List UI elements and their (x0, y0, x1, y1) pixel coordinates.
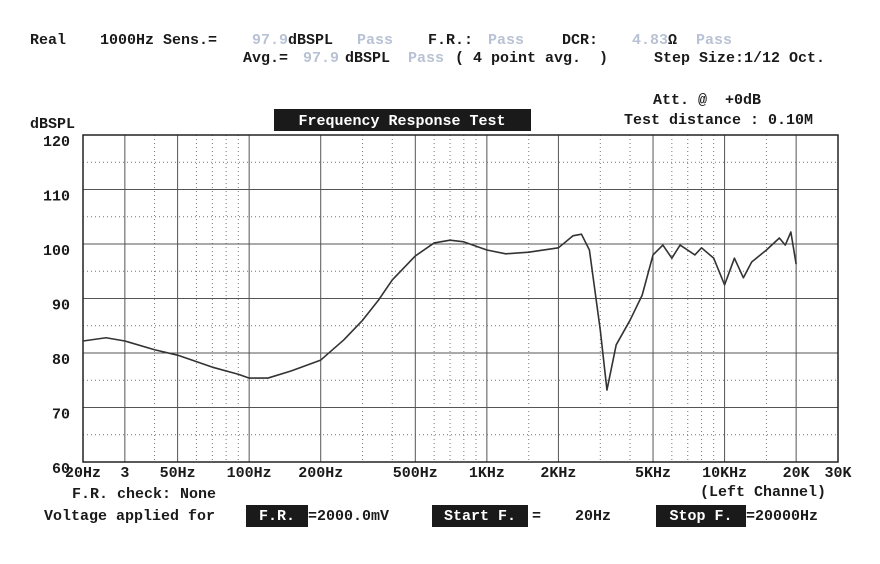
x-tick-label: 2KHz (540, 465, 576, 482)
y-tick-label: 90 (52, 297, 70, 314)
response-curve (82, 231, 797, 391)
avg-value: 97.9 (303, 50, 339, 67)
fr-status: Pass (488, 32, 524, 49)
y-axis-label: dBSPL (30, 116, 75, 133)
sens-label: 1000Hz Sens.= (100, 32, 217, 49)
x-tick-label: 500Hz (393, 465, 438, 482)
avg-label: Avg.= (243, 50, 288, 67)
x-tick-label: 100Hz (227, 465, 272, 482)
sens-unit: dBSPL (288, 32, 333, 49)
avg-unit: dBSPL (345, 50, 390, 67)
x-tick-label: 20K (783, 465, 810, 482)
sens-status: Pass (357, 32, 393, 49)
sens-value: 97.9 (252, 32, 288, 49)
mode: Real (30, 32, 66, 49)
x-tick-label: 50Hz (160, 465, 196, 482)
chart-title: Frequency Response Test (298, 113, 505, 130)
voltage-label: Voltage applied for (44, 508, 215, 525)
dcr-label: DCR: (562, 32, 598, 49)
stop-button-box (656, 505, 746, 527)
x-tick-label: 3 (120, 465, 129, 482)
y-tick-label: 100 (43, 243, 70, 260)
y-tick-label: 80 (52, 352, 70, 369)
dcr-unit: Ω (668, 32, 677, 49)
voltage-value: =2000.0mV (308, 508, 389, 525)
fr-check: F.R. check: None (72, 486, 216, 503)
x-tick-label: 5KHz (635, 465, 671, 482)
x-tick-label: 200Hz (298, 465, 343, 482)
title-box (274, 109, 531, 131)
fr-button-box (246, 505, 308, 527)
stop-button: Stop F. (669, 508, 732, 525)
x-tick-label: 10KHz (702, 465, 747, 482)
step-size: Step Size:1/12 Oct. (654, 50, 825, 67)
dcr-value: 4.83 (632, 32, 668, 49)
fr-label: F.R.: (428, 32, 473, 49)
start-eq: = (532, 508, 541, 525)
channel: (Left Channel) (700, 484, 826, 501)
x-tick-label: 20Hz (65, 465, 101, 482)
stop-value: =20000Hz (746, 508, 818, 525)
start-button-box (432, 505, 528, 527)
x-tick-label: 1KHz (469, 465, 505, 482)
fr-button: F.R. (259, 508, 295, 525)
test-distance: Test distance : 0.10M (624, 112, 813, 129)
y-tick-label: 120 (43, 134, 70, 151)
dcr-status: Pass (696, 32, 732, 49)
x-tick-label: 30K (824, 465, 851, 482)
y-tick-label: 60 (52, 461, 70, 478)
y-tick-label: 110 (43, 188, 70, 205)
avg-note: ( 4 point avg. ) (455, 50, 608, 67)
start-button: Start F. (444, 508, 516, 525)
y-tick-label: 70 (52, 406, 70, 423)
attenuation: Att. @ +0dB (653, 92, 761, 109)
plot-frame (82, 134, 839, 463)
start-value: 20Hz (575, 508, 611, 525)
avg-status: Pass (408, 50, 444, 67)
